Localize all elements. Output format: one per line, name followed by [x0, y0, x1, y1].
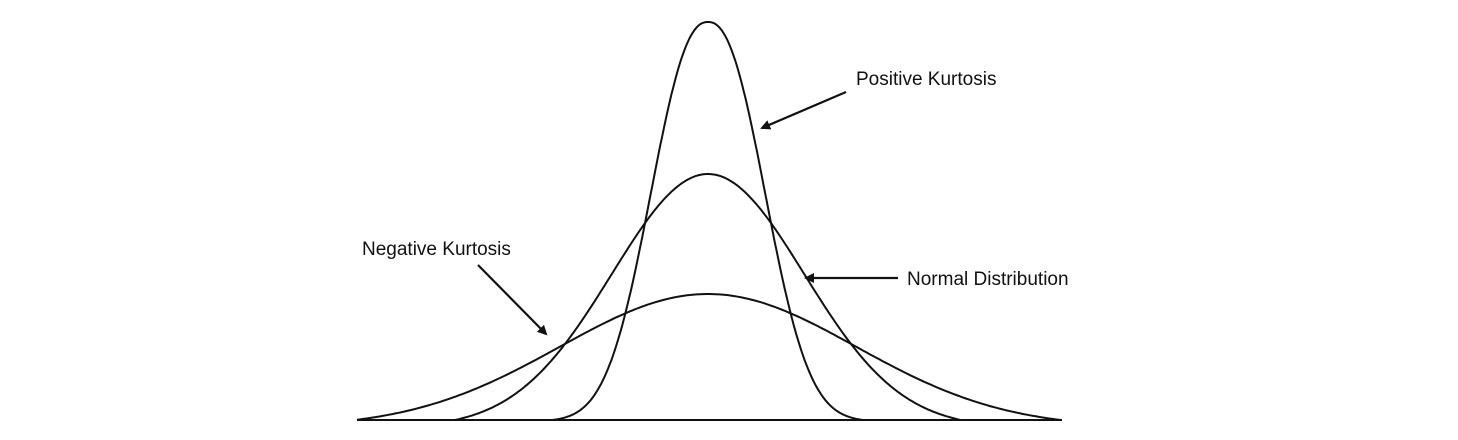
- positive-kurtosis-label: Positive Kurtosis: [856, 69, 997, 90]
- positive-kurtosis-curve: [552, 21, 865, 421]
- normal-distribution-label: Normal Distribution: [907, 269, 1069, 290]
- negative-kurtosis-curve: [356, 293, 1063, 421]
- negative-kurtosis-arrow: [477, 264, 548, 336]
- negative-kurtosis-label: Negative Kurtosis: [362, 239, 511, 260]
- positive-kurtosis-arrow: [760, 90, 847, 130]
- normal-distribution-curve: [453, 173, 961, 421]
